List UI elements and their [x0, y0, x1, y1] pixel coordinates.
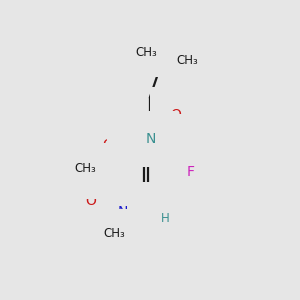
- Text: CH₃: CH₃: [74, 162, 96, 175]
- Text: H: H: [128, 132, 139, 146]
- Text: H: H: [161, 212, 170, 225]
- Text: N: N: [146, 132, 156, 146]
- Text: CH₃: CH₃: [136, 46, 157, 59]
- Text: O: O: [188, 188, 199, 202]
- Text: -: -: [141, 132, 146, 146]
- Text: N: N: [118, 205, 128, 219]
- Text: F: F: [191, 135, 199, 148]
- Text: CH₃: CH₃: [103, 226, 125, 239]
- Text: F: F: [198, 150, 206, 164]
- Text: O: O: [171, 108, 182, 122]
- Text: N: N: [160, 203, 171, 217]
- Text: O: O: [102, 138, 113, 152]
- Text: O: O: [85, 194, 96, 208]
- Text: F: F: [187, 165, 195, 179]
- Text: N: N: [105, 164, 115, 178]
- Text: CH₃: CH₃: [177, 54, 199, 67]
